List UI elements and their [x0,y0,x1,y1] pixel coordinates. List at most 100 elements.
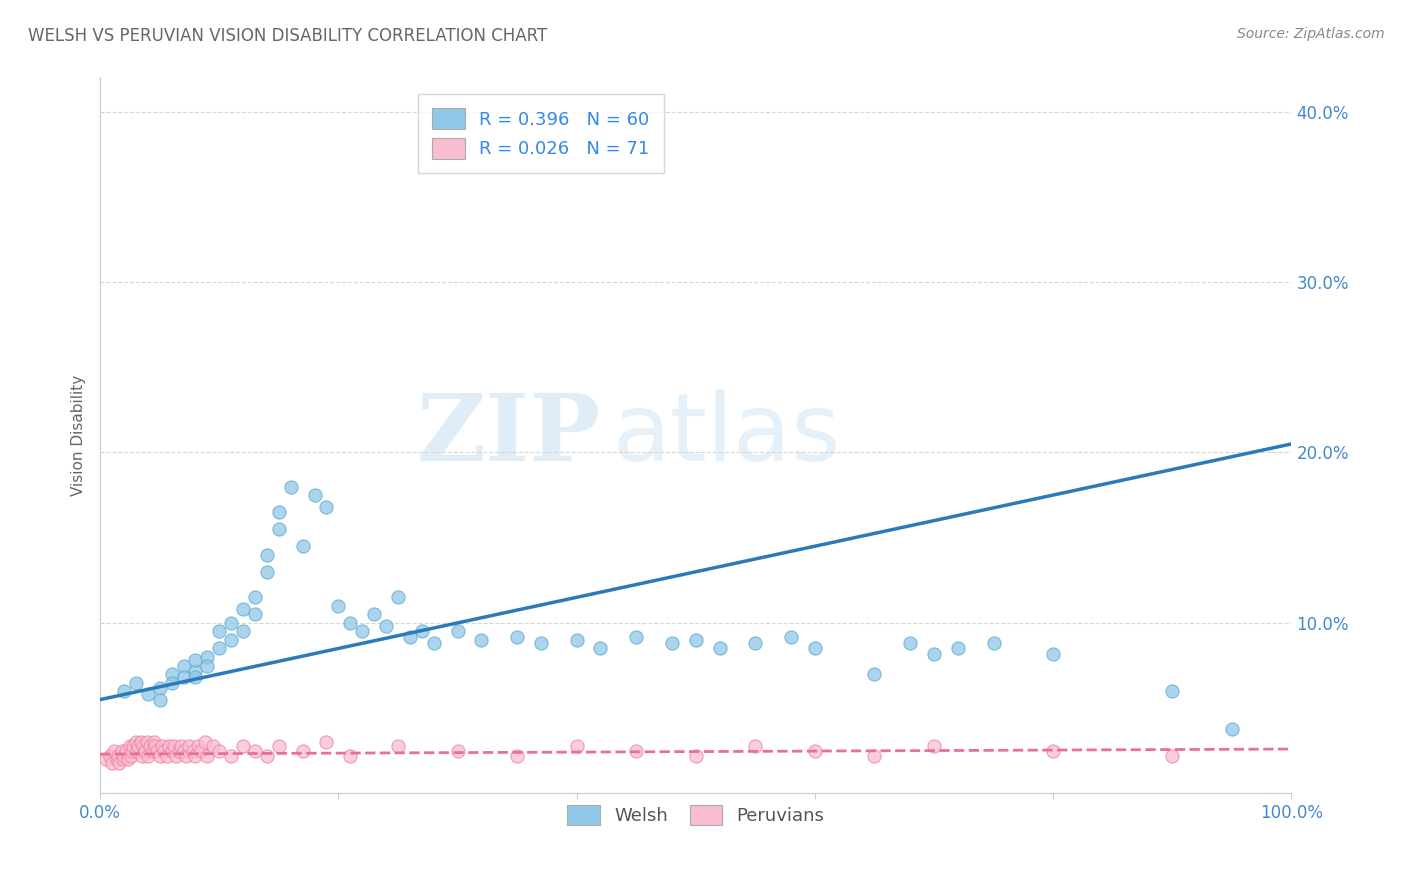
Point [291,539,314,553]
Text: WELSH VS PERUVIAN VISION DISABILITY CORRELATION CHART: WELSH VS PERUVIAN VISION DISABILITY CORR… [28,27,547,45]
Point [219,615,242,630]
Point [118,739,141,753]
Point [256,565,278,579]
Point [117,752,139,766]
Point [219,632,242,647]
Point [1042,647,1064,661]
Point [922,647,945,661]
Point [232,739,254,753]
Point [387,739,409,753]
Text: Source: ZipAtlas.com: Source: ZipAtlas.com [1237,27,1385,41]
Point [506,748,529,763]
Point [363,607,385,622]
Point [780,630,803,644]
Point [530,636,553,650]
Point [156,748,179,763]
Point [243,744,266,758]
Text: atlas: atlas [613,390,841,482]
Point [256,548,278,562]
Point [149,748,172,763]
Point [387,591,409,605]
Text: ZIP: ZIP [416,391,600,481]
Point [149,681,172,695]
Point [120,748,142,763]
Point [661,636,683,650]
Point [157,739,180,753]
Point [163,739,186,753]
Point [863,748,886,763]
Point [103,744,125,758]
Point [121,744,143,758]
Point [863,667,886,681]
Point [685,748,707,763]
Point [1042,744,1064,758]
Point [208,624,231,639]
Point [184,670,207,684]
Point [173,744,195,758]
Point [94,752,117,766]
Point [291,744,314,758]
Point [134,744,156,758]
Point [744,739,766,753]
Point [184,748,207,763]
Point [446,744,468,758]
Point [202,739,225,753]
Point [141,744,163,758]
Point [267,522,290,536]
Point [160,675,183,690]
Point [243,591,266,605]
Point [1161,684,1184,698]
Point [132,739,155,753]
Point [744,636,766,650]
Point [411,624,433,639]
Point [122,739,145,753]
Point [709,641,731,656]
Point [232,602,254,616]
Point [174,748,197,763]
Point [179,739,201,753]
Point [111,752,134,766]
Point [136,748,159,763]
Point [160,667,183,681]
Point [98,748,121,763]
Point [136,688,159,702]
Point [125,675,148,690]
Point [125,735,148,749]
Point [375,619,398,633]
Point [339,615,361,630]
Point [190,744,212,758]
Point [127,739,149,753]
Point [804,641,827,656]
Point [339,748,361,763]
Point [267,739,290,753]
Point [105,752,128,766]
Point [446,624,468,639]
Point [232,624,254,639]
Point [194,735,217,749]
Point [267,505,290,519]
Point [146,744,169,758]
Point [315,735,337,749]
Point [470,632,492,647]
Point [506,630,529,644]
Point [898,636,921,650]
Point [315,500,337,514]
Point [946,641,969,656]
Point [195,658,218,673]
Point [219,748,242,763]
Point [626,630,648,644]
Point [184,653,207,667]
Point [173,670,195,684]
Point [328,599,350,613]
Point [983,636,1005,650]
Point [107,748,129,763]
Point [142,735,165,749]
Point [422,636,444,650]
Point [160,744,183,758]
Point [589,641,612,656]
Y-axis label: Vision Disability: Vision Disability [72,375,86,496]
Point [131,748,153,763]
Point [170,739,193,753]
Point [115,744,138,758]
Point [195,650,218,665]
